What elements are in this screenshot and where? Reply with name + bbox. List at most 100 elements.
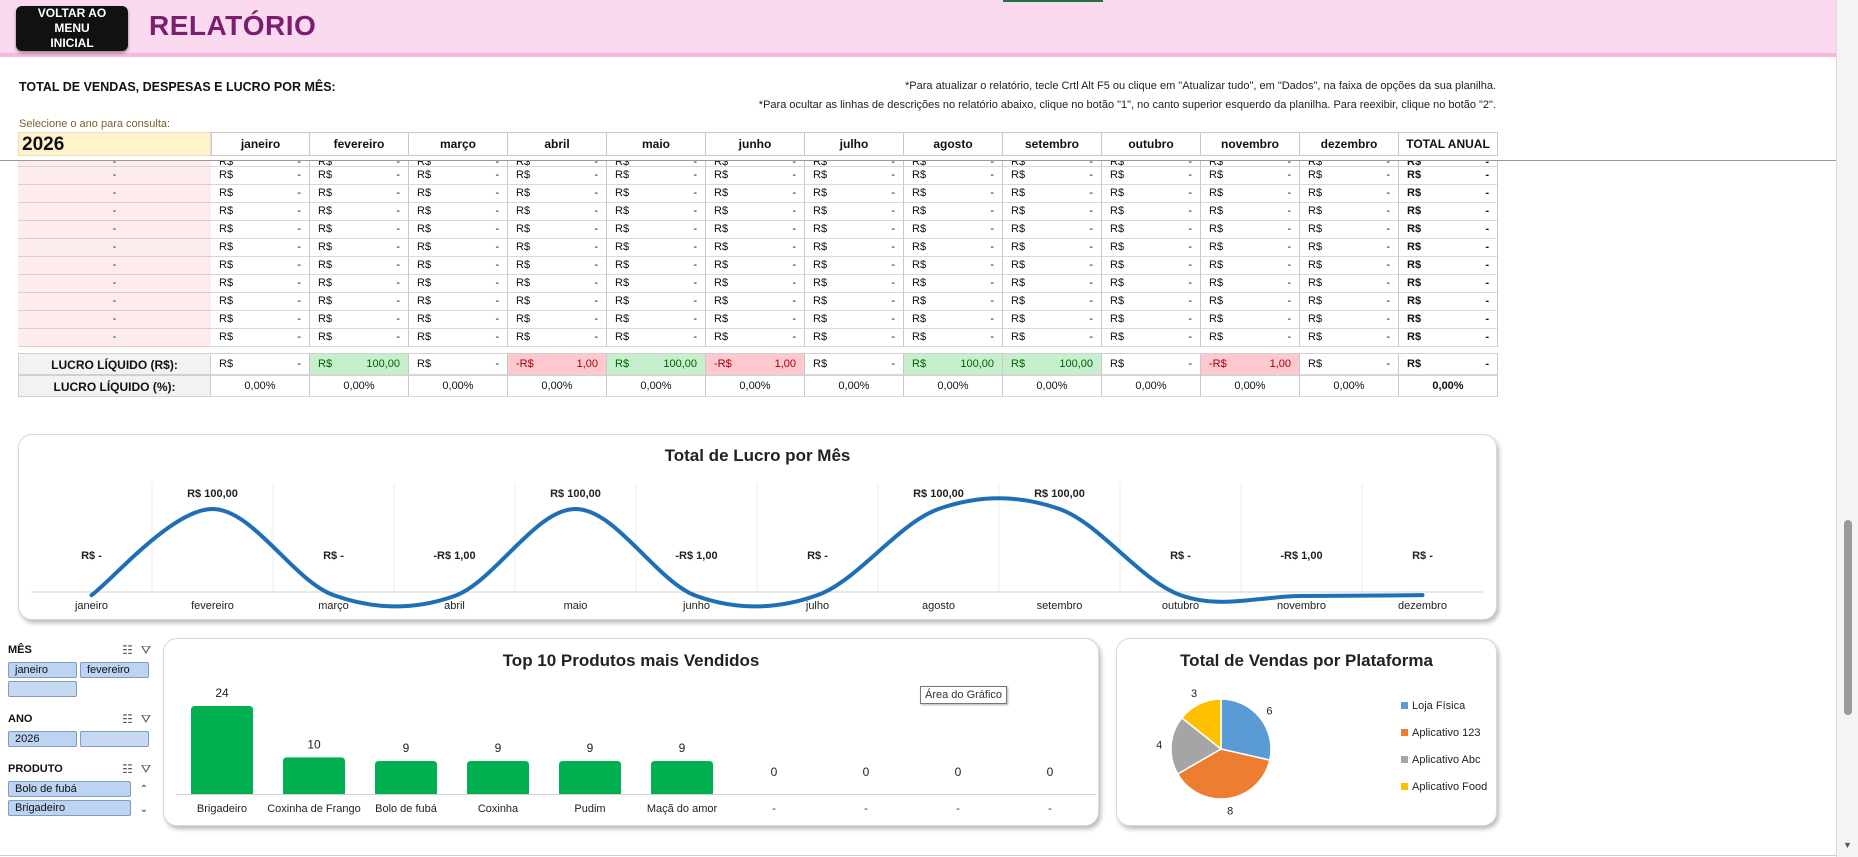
back-to-menu-button[interactable]: VOLTAR AO MENU INICIAL bbox=[16, 6, 128, 51]
cell-value: - bbox=[891, 161, 895, 167]
bar-data-label: 9 bbox=[679, 741, 686, 755]
value-cell: R$ - bbox=[310, 221, 409, 239]
value-cell: R$ - bbox=[1102, 293, 1201, 311]
value-cell: R$ - bbox=[409, 185, 508, 203]
row-description: - bbox=[18, 257, 211, 275]
scroll-down-arrow-icon[interactable]: ▼ bbox=[1843, 840, 1852, 850]
slicer-item[interactable]: Brigadeiro bbox=[8, 800, 131, 816]
legend-entry: Aplicativo Food bbox=[1412, 781, 1487, 793]
clear-filter-icon[interactable]: ⛛ bbox=[140, 761, 151, 776]
value-cell: R$ - bbox=[706, 275, 805, 293]
currency-symbol: R$ bbox=[417, 241, 432, 253]
cell-value: - bbox=[990, 241, 994, 253]
slicer-item[interactable]: fevereiro bbox=[80, 662, 149, 678]
year-slicer-title: ANO bbox=[8, 713, 33, 725]
value-cell: R$ - bbox=[310, 257, 409, 275]
currency-symbol: -R$ bbox=[714, 358, 732, 370]
value-cell: R$ - bbox=[1399, 221, 1498, 239]
scrollbar-thumb[interactable] bbox=[1844, 520, 1852, 715]
chevron-down-icon[interactable]: ⌄ bbox=[139, 804, 149, 815]
cell-value: - bbox=[1386, 358, 1390, 370]
vertical-scrollbar[interactable]: ▼ bbox=[1836, 0, 1858, 857]
slicer-item[interactable]: 2026 bbox=[8, 731, 77, 747]
cell-value: - bbox=[792, 259, 796, 271]
currency-symbol: R$ bbox=[417, 331, 432, 343]
cell-value: 100,00 bbox=[366, 358, 400, 370]
currency-symbol: R$ bbox=[1011, 241, 1026, 253]
legend-entry: Aplicativo 123 bbox=[1412, 727, 1481, 739]
x-tick-label: Brigadeiro bbox=[197, 803, 247, 815]
bar bbox=[283, 757, 345, 794]
value-cell: R$ - bbox=[607, 239, 706, 257]
year-select-label: Selecione o ano para consulta: bbox=[19, 118, 171, 130]
clear-filter-icon[interactable]: ⛛ bbox=[140, 711, 151, 726]
currency-symbol: R$ bbox=[219, 313, 234, 325]
cell-value: - bbox=[1287, 241, 1291, 253]
slicer-item[interactable] bbox=[8, 681, 77, 697]
cell-value: - bbox=[396, 205, 400, 217]
chevron-up-icon[interactable]: ⌃ bbox=[139, 784, 149, 795]
net-profit-pct-cell: 0,00% bbox=[706, 375, 805, 397]
clear-filter-icon[interactable]: ⛛ bbox=[140, 642, 151, 657]
x-tick-label: - bbox=[772, 803, 776, 815]
currency-symbol: R$ bbox=[1011, 259, 1026, 271]
value-cell: R$ - bbox=[310, 311, 409, 329]
currency-symbol: R$ bbox=[714, 241, 729, 253]
currency-symbol: R$ bbox=[615, 223, 630, 235]
currency-symbol: R$ bbox=[1308, 241, 1323, 253]
currency-symbol: R$ bbox=[1011, 331, 1026, 343]
year-select-cell[interactable]: 2026 bbox=[18, 132, 211, 156]
slicer-item[interactable]: janeiro bbox=[8, 662, 77, 678]
value-cell: R$ - bbox=[508, 239, 607, 257]
multi-select-icon[interactable]: ☷ bbox=[122, 711, 133, 726]
cell-value: - bbox=[792, 331, 796, 343]
currency-symbol: R$ bbox=[318, 331, 333, 343]
bar bbox=[559, 761, 621, 794]
slicer-item[interactable] bbox=[80, 731, 149, 747]
currency-symbol: R$ bbox=[615, 205, 630, 217]
cell-value: - bbox=[792, 205, 796, 217]
currency-symbol: R$ bbox=[1407, 313, 1422, 325]
slicer-item[interactable]: Bolo de fubá bbox=[8, 781, 131, 797]
cell-value: - bbox=[594, 169, 598, 181]
cell-value: - bbox=[891, 187, 895, 199]
cell-value: - bbox=[693, 259, 697, 271]
value-cell: R$ - bbox=[1300, 239, 1399, 257]
cell-value: - bbox=[495, 277, 499, 289]
cell-value: - bbox=[495, 187, 499, 199]
net-profit-cell: -R$ 1,00 bbox=[706, 353, 805, 375]
line-data-label: R$ 100,00 bbox=[550, 488, 601, 500]
cell-value: - bbox=[891, 313, 895, 325]
month-header-2: março bbox=[409, 132, 508, 156]
currency-symbol: R$ bbox=[1308, 331, 1323, 343]
cell-value: - bbox=[891, 223, 895, 235]
month-header-6: julho bbox=[805, 132, 904, 156]
multi-select-icon[interactable]: ☷ bbox=[122, 642, 133, 657]
value-cell: R$ - bbox=[508, 203, 607, 221]
platform-pie-chart[interactable]: Total de Vendas por Plataforma 6 Loja Fís… bbox=[1116, 638, 1497, 826]
value-cell: R$ - bbox=[1300, 293, 1399, 311]
bar-data-label: 9 bbox=[403, 741, 410, 755]
currency-symbol: R$ bbox=[1011, 205, 1026, 217]
value-cell: R$ - bbox=[706, 239, 805, 257]
top-products-bar-chart[interactable]: Top 10 Produtos mais Vendidos 24 Brigadei… bbox=[163, 638, 1099, 826]
value-cell: R$ - bbox=[211, 257, 310, 275]
value-cell: R$ - bbox=[1102, 161, 1201, 167]
bar-data-label: 0 bbox=[1047, 765, 1054, 779]
cell-value: - bbox=[594, 295, 598, 307]
cell-value: - bbox=[1485, 223, 1489, 235]
currency-symbol: R$ bbox=[417, 187, 432, 199]
cell-value: - bbox=[297, 223, 301, 235]
cell-value: - bbox=[792, 295, 796, 307]
cell-value: - bbox=[1089, 259, 1093, 271]
value-cell: R$ - bbox=[1003, 167, 1102, 185]
net-profit-label: LUCRO LÍQUIDO (R$): bbox=[18, 353, 211, 375]
profit-line-chart[interactable]: Total de Lucro por Mês R$ - janeiro R$ 100… bbox=[18, 434, 1497, 620]
cell-value: - bbox=[1089, 331, 1093, 343]
cell-value: - bbox=[396, 223, 400, 235]
value-cell: R$ - bbox=[1201, 185, 1300, 203]
currency-symbol: R$ bbox=[516, 241, 531, 253]
multi-select-icon[interactable]: ☷ bbox=[122, 761, 133, 776]
table-row: - R$ - R$ - R$ - R$ - R$ - R$ - R$ - R$ - R$ - R$ - R$ - R$ - R$ - bbox=[18, 275, 1498, 293]
cell-value: - bbox=[594, 277, 598, 289]
